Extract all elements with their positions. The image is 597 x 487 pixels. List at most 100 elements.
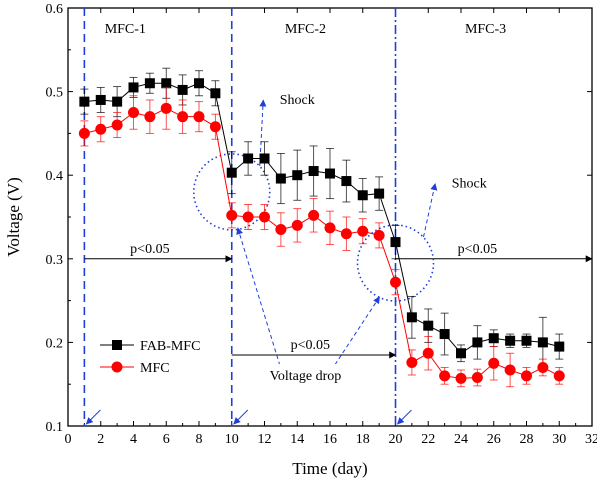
data-point: [521, 335, 532, 346]
significance-label: p<0.05: [291, 338, 330, 353]
data-point: [226, 209, 238, 221]
data-point: [340, 228, 352, 240]
x-axis-title: Time (day): [292, 459, 367, 478]
x-tick-label: 4: [130, 432, 137, 447]
shock-label: Shock: [452, 177, 487, 192]
region-label: MFC-3: [465, 22, 506, 37]
data-point: [553, 370, 565, 382]
y-tick-label: 0.3: [46, 253, 64, 268]
data-point: [144, 111, 156, 123]
data-series: [78, 67, 565, 388]
data-point: [406, 356, 418, 368]
shock-circle: [356, 224, 435, 302]
y-tick-label: 0.5: [46, 86, 64, 101]
data-point: [292, 170, 303, 181]
x-tick-label: 30: [552, 432, 566, 447]
data-point: [144, 78, 155, 89]
data-point: [79, 96, 90, 107]
data-point: [194, 78, 204, 89]
data-point: [95, 94, 106, 105]
data-point: [357, 225, 369, 237]
legend-label: FAB-MFC: [140, 339, 200, 354]
legend: FAB-MFC MFC: [100, 339, 200, 376]
shock-arrow: [423, 183, 438, 238]
data-point: [554, 341, 565, 352]
x-tick-label: 10: [225, 432, 239, 447]
region-label: MFC-2: [285, 22, 326, 37]
data-point: [390, 237, 401, 248]
data-point: [243, 153, 254, 164]
y-tick-label: 0.1: [46, 420, 64, 435]
x-tick-label: 24: [454, 432, 468, 447]
data-point: [456, 348, 466, 359]
voltage-drop-label: Voltage drop: [270, 369, 342, 384]
data-point: [537, 337, 548, 348]
significance-label: p<0.05: [458, 242, 497, 257]
data-point: [357, 190, 368, 201]
data-point: [455, 372, 467, 384]
data-point: [111, 119, 123, 131]
region-label: MFC-1: [105, 22, 146, 37]
data-point: [439, 329, 450, 340]
data-point: [390, 276, 401, 288]
data-point: [193, 111, 205, 123]
boundary-arrow: [397, 409, 412, 425]
data-point: [488, 357, 500, 369]
x-tick-label: 6: [163, 432, 170, 447]
x-tick-label: 8: [196, 432, 203, 447]
data-point: [209, 121, 221, 133]
data-point: [161, 78, 172, 89]
data-point: [324, 222, 336, 234]
data-point: [259, 211, 270, 223]
boundary-arrow: [85, 409, 101, 425]
data-point: [160, 102, 172, 114]
data-point: [95, 123, 107, 135]
x-tick-label: 22: [421, 432, 435, 447]
y-tick-label: 0.4: [46, 169, 64, 184]
x-tick-label: 16: [323, 432, 337, 447]
shock-label: Shock: [280, 93, 315, 108]
data-point: [406, 312, 417, 323]
data-point: [128, 107, 139, 118]
voltage-drop-arrow: [335, 296, 380, 365]
x-tick-label: 32: [585, 432, 597, 447]
legend-label: MFC: [140, 361, 170, 376]
boundary-arrow: [233, 409, 249, 425]
data-point: [504, 364, 516, 376]
legend-marker: [112, 340, 122, 350]
data-point: [373, 229, 385, 241]
data-point: [472, 337, 483, 348]
series-line: [84, 82, 560, 354]
data-point: [112, 96, 123, 107]
data-point: [259, 153, 270, 164]
data-point: [423, 320, 434, 331]
data-point: [78, 127, 90, 139]
data-point: [177, 111, 189, 123]
data-point: [308, 209, 320, 221]
data-point: [471, 372, 483, 384]
data-point: [308, 166, 319, 177]
voltage-drop-arrow: [236, 227, 280, 365]
x-tick-label: 26: [487, 432, 501, 447]
x-tick-label: 0: [65, 432, 72, 447]
axis-ticks: 0 2 4 6 8 10 12 14 16 18 20 22 24 26 28 30 320.10.20.30.…: [46, 2, 597, 447]
data-point: [422, 347, 434, 359]
significance-label: p<0.05: [130, 242, 169, 257]
data-point: [291, 219, 303, 231]
data-point: [521, 370, 532, 382]
data-point: [128, 82, 139, 93]
data-point: [275, 173, 286, 184]
x-tick-label: 20: [389, 432, 403, 447]
x-tick-label: 14: [290, 432, 304, 447]
y-tick-label: 0.6: [46, 2, 64, 17]
data-point: [488, 333, 499, 344]
data-point: [210, 88, 221, 99]
data-point: [177, 84, 188, 95]
data-point: [275, 224, 287, 236]
x-tick-label: 2: [97, 432, 104, 447]
data-point: [325, 168, 335, 179]
data-point: [242, 211, 254, 223]
x-tick-label: 12: [258, 432, 272, 447]
